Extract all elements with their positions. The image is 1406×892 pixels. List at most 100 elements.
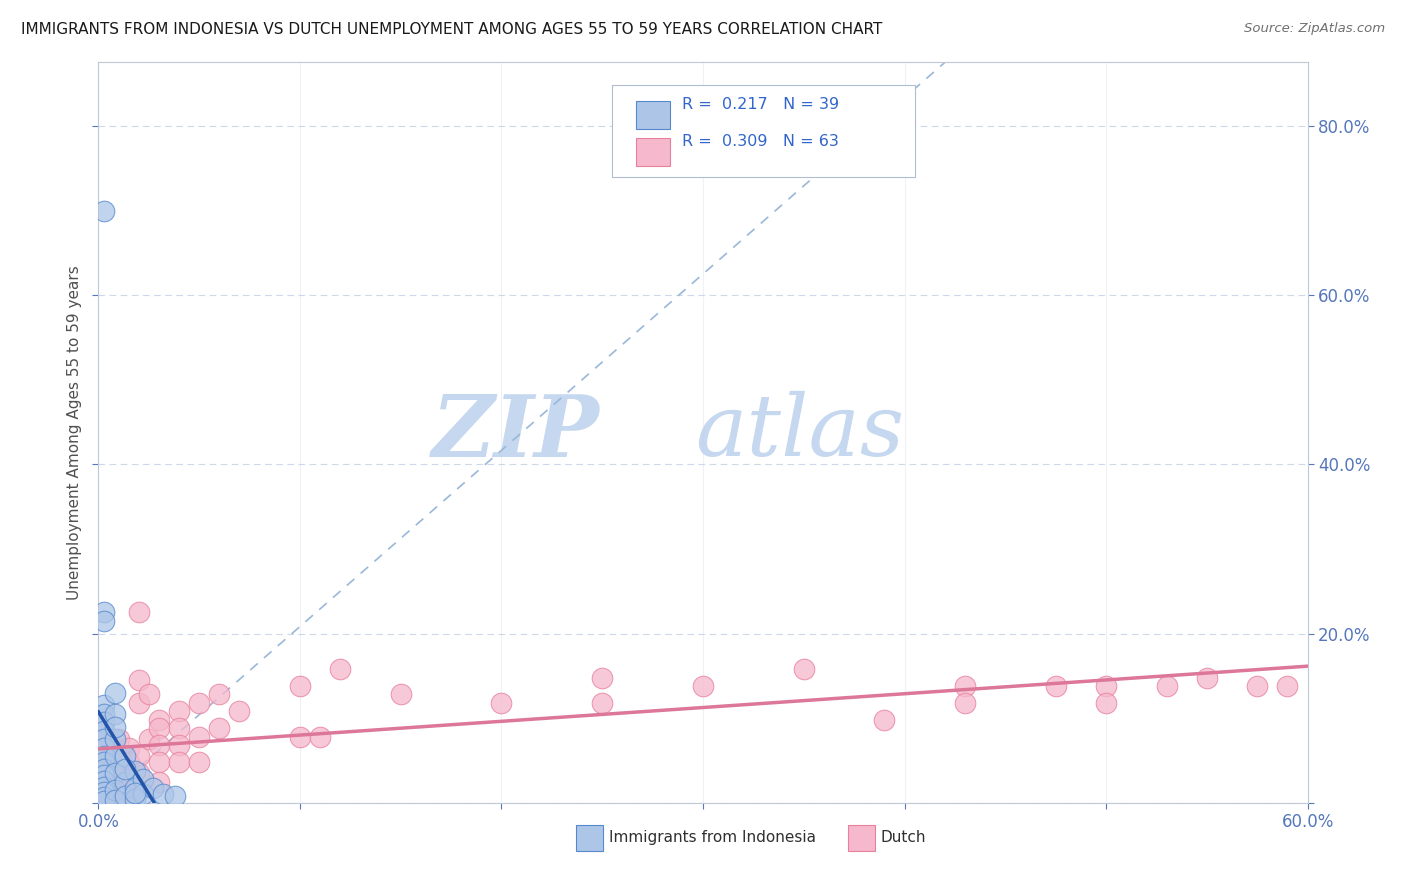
Point [93, 749, 115, 764]
Point [118, 772, 141, 786]
Text: Immigrants from Indonesia: Immigrants from Indonesia [609, 830, 815, 845]
Point [128, 696, 150, 710]
Point [93, 795, 115, 809]
Point [128, 783, 150, 797]
Point [389, 688, 412, 702]
Point [107, 732, 129, 747]
Point [93, 789, 115, 804]
Point [288, 730, 311, 744]
Bar [576, 825, 603, 851]
Point [93, 706, 115, 721]
Point [793, 662, 815, 676]
Bar [637, 101, 671, 129]
Point [288, 679, 311, 693]
Point [124, 764, 146, 778]
Point [107, 764, 129, 778]
Point [953, 696, 976, 710]
Point [103, 732, 125, 747]
Point [93, 755, 115, 769]
Point [228, 705, 250, 719]
Point [188, 730, 211, 744]
Point [142, 780, 165, 795]
Point [208, 688, 231, 702]
Point [93, 732, 115, 747]
Point [114, 762, 136, 776]
Point [93, 755, 115, 769]
Point [93, 772, 115, 786]
Point [93, 723, 115, 738]
Point [148, 755, 170, 769]
Point [128, 673, 150, 687]
Point [163, 789, 186, 803]
Point [1095, 696, 1118, 710]
Text: ZIP: ZIP [433, 391, 600, 475]
Point [128, 749, 150, 764]
Point [103, 783, 125, 797]
Point [167, 705, 190, 719]
Point [148, 713, 170, 727]
Point [93, 785, 115, 799]
Point [118, 755, 141, 769]
Point [103, 793, 125, 807]
Point [167, 755, 190, 769]
Point [188, 755, 211, 769]
Point [93, 768, 115, 782]
Point [103, 706, 125, 721]
Point [152, 788, 174, 802]
Point [114, 749, 136, 764]
Point [103, 766, 125, 780]
Point [107, 780, 129, 795]
Point [167, 722, 190, 736]
Point [1195, 671, 1218, 685]
Point [118, 788, 141, 802]
Point [591, 696, 613, 710]
Point [148, 738, 170, 752]
Point [93, 203, 115, 218]
Point [309, 730, 332, 744]
Point [93, 764, 115, 778]
Point [114, 789, 136, 803]
Text: Dutch: Dutch [880, 830, 927, 845]
Point [138, 732, 160, 747]
Point [591, 671, 613, 685]
Point [1045, 679, 1067, 693]
Point [1277, 679, 1299, 693]
Point [93, 715, 115, 730]
Point [953, 679, 976, 693]
Point [128, 606, 150, 620]
Point [132, 772, 155, 786]
Point [873, 713, 896, 727]
Text: atlas: atlas [695, 392, 904, 474]
Point [93, 606, 115, 620]
Point [93, 780, 115, 795]
Point [93, 614, 115, 628]
Point [107, 749, 129, 764]
Point [124, 780, 146, 795]
Bar [637, 137, 671, 166]
Point [103, 720, 125, 734]
Point [103, 749, 125, 764]
Y-axis label: Unemployment Among Ages 55 to 59 years: Unemployment Among Ages 55 to 59 years [66, 265, 82, 600]
Point [491, 696, 513, 710]
Bar [848, 825, 875, 851]
Text: R =  0.309   N = 63: R = 0.309 N = 63 [682, 134, 839, 149]
Point [188, 696, 211, 710]
Point [132, 788, 155, 802]
Point [148, 774, 170, 789]
Point [93, 726, 115, 740]
Point [124, 786, 146, 800]
Point [1095, 679, 1118, 693]
Point [93, 698, 115, 713]
Point [93, 762, 115, 776]
Point [118, 740, 141, 755]
Point [167, 738, 190, 752]
Point [103, 686, 125, 700]
Point [93, 740, 115, 755]
Point [1246, 679, 1268, 693]
Point [107, 772, 129, 786]
Point [329, 662, 352, 676]
Point [107, 789, 129, 803]
Point [118, 795, 141, 809]
Point [114, 774, 136, 789]
Point [138, 688, 160, 702]
